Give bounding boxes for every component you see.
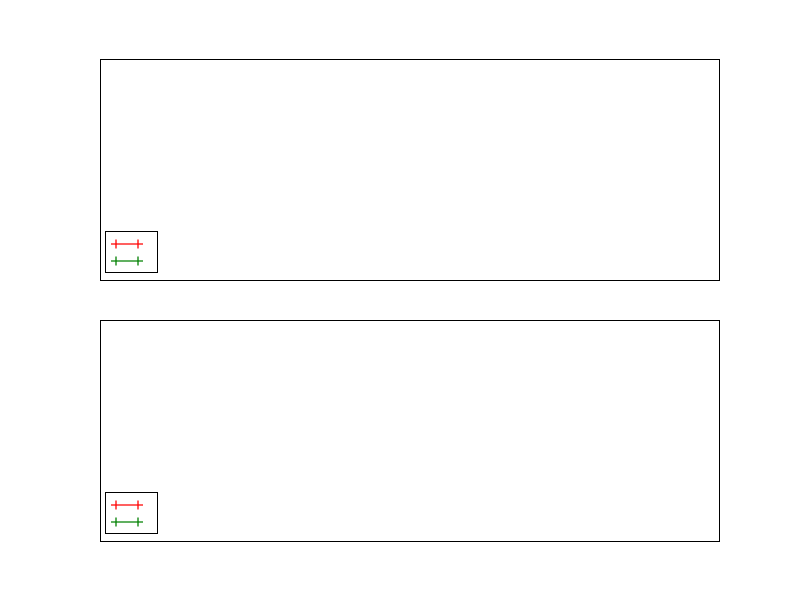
legend-top[interactable]	[105, 231, 158, 273]
legend-line-sample-yy2	[111, 517, 143, 526]
legend-item	[110, 513, 151, 530]
plot-panel-bottom[interactable]	[100, 320, 720, 542]
legend-item	[110, 252, 151, 269]
plot-area-top	[101, 60, 719, 280]
legend-line-sample-xx1	[111, 239, 143, 248]
legend-bottom[interactable]	[105, 492, 158, 534]
legend-item	[110, 496, 151, 513]
plot-area-bottom	[101, 321, 719, 541]
legend-line-sample-yy1	[111, 256, 143, 265]
legend-item	[110, 235, 151, 252]
plot-panel-top[interactable]	[100, 59, 720, 281]
legend-line-sample-xx2	[111, 500, 143, 509]
